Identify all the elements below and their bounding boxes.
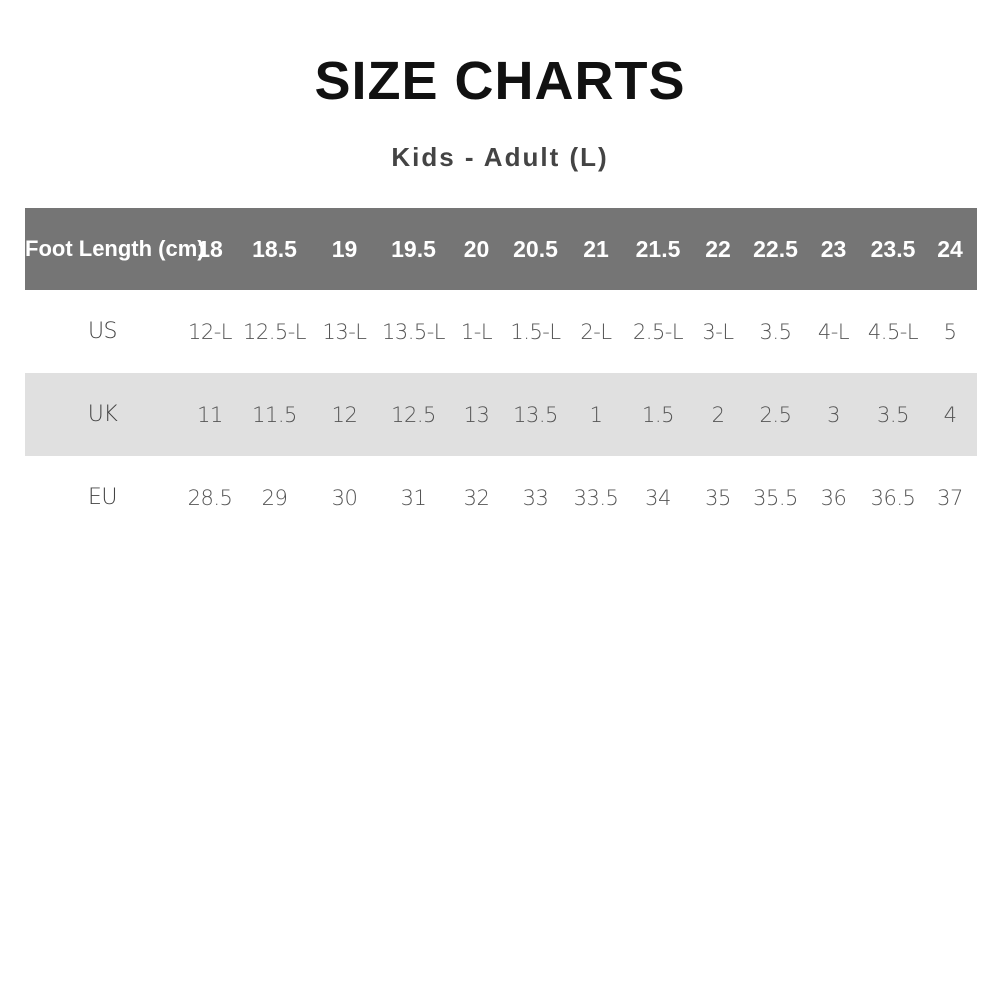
- table-row-uk: UK 11 11.5 12 12.5 13 13.5 1 1.5 2 2.5 3 3.5 4: [25, 373, 977, 456]
- size-cell: 28.5: [187, 485, 233, 510]
- size-cell: 12.5: [391, 402, 436, 427]
- size-cell: 33: [522, 485, 549, 510]
- table-row-eu: EU 28.5 29 30 31 32 33 33.5 34 35 35.5 36 36.5 37: [25, 456, 977, 539]
- size-cell: 31: [400, 485, 427, 510]
- size-cell: 11.5: [252, 402, 297, 427]
- size-cell: 12-L: [188, 319, 233, 344]
- size-cell: 3.5: [877, 402, 909, 427]
- header-foot-length: 18: [197, 235, 223, 262]
- header-row: Foot Length (cm) 18 18.5 19 19.5 20 20.5 21 21.…: [25, 208, 977, 290]
- size-cell: 11: [197, 402, 223, 427]
- size-cell: 36: [820, 485, 847, 510]
- size-cell: 1-L: [460, 319, 493, 344]
- size-cell: 4-L: [817, 319, 850, 344]
- size-cell: 2.5-L: [632, 319, 684, 344]
- size-cell: 12.5-L: [242, 319, 307, 344]
- header-foot-length: 19.5: [391, 235, 436, 262]
- size-cell: 13.5: [513, 402, 558, 427]
- size-cell: 2: [711, 402, 725, 427]
- size-cell: 34: [645, 485, 671, 510]
- size-cell: 3-L: [702, 319, 734, 344]
- size-cell: 13-L: [322, 319, 368, 344]
- size-cell: 3.5: [759, 319, 792, 344]
- header-foot-length: 24: [937, 235, 963, 262]
- header-foot-length: 21: [583, 235, 609, 262]
- header-label: Foot Length (cm): [25, 236, 205, 261]
- size-cell: 29: [261, 485, 288, 510]
- page-subtitle: Kids - Adult (L): [391, 142, 609, 172]
- size-cell: 1.5: [642, 402, 674, 427]
- size-cell: 1.5-L: [510, 319, 561, 344]
- size-cell: 3: [827, 402, 840, 427]
- size-cell: 35: [705, 485, 731, 510]
- header-foot-length: 23: [820, 235, 847, 262]
- size-cell: 30: [331, 485, 358, 510]
- table-row-us: US 12-L 12.5-L 13-L 13.5-L 1-L 1.5-L 2-L 2.5-L 3-…: [25, 290, 977, 373]
- size-cell: 4.5-L: [867, 319, 919, 344]
- header-foot-length: 22: [705, 235, 731, 262]
- header-foot-length: 22.5: [753, 235, 798, 262]
- size-cell: 13.5-L: [381, 319, 446, 344]
- size-cell: 5: [943, 319, 957, 344]
- page-title: SIZE CHARTS: [314, 51, 686, 111]
- row-label: US: [87, 319, 118, 344]
- header-foot-length: 23.5: [870, 235, 916, 262]
- size-cell: 33.5: [573, 485, 619, 510]
- header-foot-length: 18.5: [252, 235, 297, 262]
- size-cell: 1: [589, 402, 603, 427]
- size-chart-table: Foot Length (cm) 18 18.5 19 19.5 20 20.5 21 21.…: [25, 208, 977, 539]
- size-cell: 2.5: [759, 402, 792, 427]
- header-foot-length: 21.5: [635, 235, 681, 262]
- header-foot-length: 20: [463, 235, 490, 262]
- size-cell: 32: [463, 485, 490, 510]
- size-cell: 2-L: [580, 319, 612, 344]
- row-label: UK: [87, 402, 118, 427]
- size-cell: 4: [943, 402, 957, 427]
- size-cell: 12: [331, 402, 358, 427]
- row-label: EU: [87, 485, 118, 510]
- size-cell: 36.5: [870, 485, 916, 510]
- size-cell: 37: [937, 485, 963, 510]
- size-cell: 35.5: [753, 485, 798, 510]
- header-foot-length: 20.5: [513, 235, 558, 262]
- size-cell: 13: [463, 402, 490, 427]
- header-foot-length: 19: [331, 235, 358, 262]
